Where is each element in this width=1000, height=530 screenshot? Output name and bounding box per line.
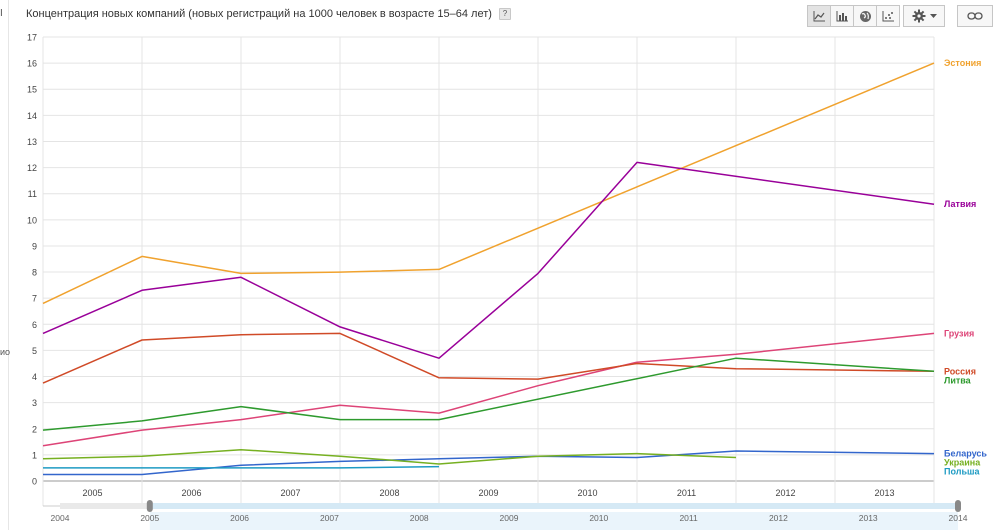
timeline-end-handle [955,500,961,512]
timeline-year-label: 2008 [410,513,429,523]
x-tick-label: 2008 [379,488,399,498]
y-tick-label: 2 [32,424,37,434]
series-line-russia [42,332,935,384]
bar-chart-icon [836,10,848,21]
timeline-year-label: 2007 [320,513,339,523]
y-tick-label: 6 [32,320,37,330]
y-tick-label: 14 [27,111,37,121]
left-edge-mark: I [0,8,3,19]
y-tick-label: 0 [32,477,37,487]
chart-type-toolbar [807,5,900,27]
scatter-chart-icon [882,10,894,21]
grid [42,36,935,507]
y-tick-label: 1 [32,450,37,460]
link-icon [967,12,983,20]
timeline-year-label: 2005 [140,513,159,523]
timeline-selected-range [149,512,959,530]
timeline-start-handle [146,500,153,512]
legend-label-lithuania: Литва [944,375,972,385]
y-tick-label: 4 [32,372,37,382]
series-line-estonia [42,62,935,305]
series-line-ukraine [42,448,737,465]
legend-label-ukraine: Украина [944,458,981,468]
x-tick-label: 2013 [874,488,894,498]
x-tick-label: 2009 [478,488,498,498]
x-tick-label: 2010 [577,488,597,498]
legend-label-georgia: Грузия [944,328,974,338]
timeline-slider[interactable]: 2004 2005 2006 2007 2008 2009 2010 2011 2012 2013… [51,500,968,530]
legend-label-belarus: Беларусь [944,449,987,459]
series-line-georgia [42,332,935,447]
y-tick-label: 3 [32,398,37,408]
legend-label-russia: Россия [944,366,976,376]
left-panel-edge [0,0,9,530]
chart-title-text: Концентрация новых компаний (новых регис… [26,8,492,20]
link-button[interactable] [957,5,993,27]
series-line-latvia [42,161,935,359]
y-tick-label: 11 [28,189,37,199]
chart-title: Концентрация новых компаний (новых регис… [26,8,511,21]
timeline-year-label: 2004 [51,513,70,523]
y-tick-label: 8 [32,268,37,278]
timeline-year-label: 2014 [949,513,968,523]
timeline-year-label: 2013 [859,513,878,523]
y-tick-label: 17 [27,33,37,43]
y-tick-label: 9 [32,241,37,251]
y-tick-label: 7 [32,294,37,304]
x-tick-label: 2012 [775,488,795,498]
help-icon[interactable]: ? [498,8,511,21]
x-tick-label: 2005 [82,488,102,498]
legend-label-estonia: Эстония [944,58,981,68]
y-tick-label: 12 [27,163,37,173]
series-lines [42,62,935,476]
series-line-belarus [43,450,935,476]
gear-icon [912,9,925,23]
y-tick-label: 15 [27,85,37,95]
series-line-lithuania [42,357,935,431]
timeline-year-label: 2012 [769,513,788,523]
timeline-year-label: 2010 [589,513,608,523]
settings-button[interactable] [903,5,945,27]
map-chart-button[interactable] [853,5,877,27]
globe-icon [859,10,871,22]
y-tick-label: 13 [27,137,37,147]
timeline-year-label: 2009 [500,513,519,523]
left-edge-text: ио [0,347,11,357]
series-line-poland [43,465,440,469]
scatter-chart-button[interactable] [876,5,900,27]
y-tick-label: 16 [27,59,37,69]
line-chart-icon [813,10,825,21]
y-tick-label: 10 [27,215,37,225]
x-tick-label: 2006 [181,488,201,498]
legend-label-poland: Польша [944,467,980,477]
timeline-year-label: 2011 [679,513,698,523]
x-tick-label: 2007 [280,488,300,498]
x-tick-label: 2011 [677,488,696,498]
x-axis: 2005 2006 2007 2008 2009 2010 2011 2012 2013 [82,488,894,498]
timeline-selection [149,503,959,509]
y-tick-label: 5 [32,346,37,356]
chevron-down-icon [929,13,937,18]
legend-label-latvia: Латвия [944,199,976,209]
timeline-year-label: 2006 [230,513,249,523]
